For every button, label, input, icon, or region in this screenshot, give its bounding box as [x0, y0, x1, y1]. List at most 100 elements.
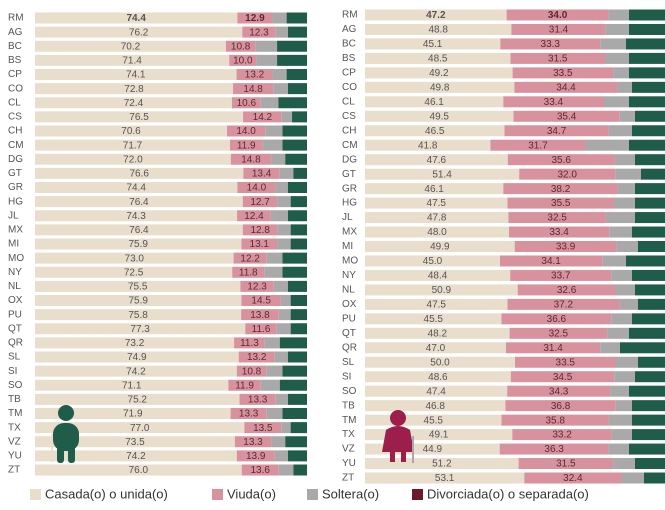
bar-segment	[619, 110, 635, 122]
bar-segment	[632, 414, 665, 426]
bar-segment	[614, 371, 635, 383]
category-label: YU	[342, 458, 356, 469]
bar-segment	[499, 443, 609, 455]
bar-segment	[514, 241, 617, 252]
category-label: SL	[8, 352, 21, 363]
bar-segment	[632, 313, 665, 325]
value-label: 73.5	[125, 437, 145, 448]
value-label: 35.8	[545, 415, 565, 426]
bar-segment	[35, 111, 244, 123]
value-label: 47.6	[427, 155, 447, 166]
category-label: MI	[342, 241, 353, 252]
bar-segment	[608, 125, 632, 137]
bar-segment	[507, 197, 614, 209]
bar-segment	[365, 429, 513, 441]
value-label: 11.8	[239, 267, 258, 278]
bar-segment	[285, 153, 307, 165]
bar-segment	[490, 139, 586, 151]
bar-segment	[365, 139, 491, 151]
bar-segment	[605, 52, 629, 64]
value-label: 13.4	[252, 169, 272, 180]
value-label: 76.4	[129, 197, 149, 208]
value-label: 53.1	[435, 473, 455, 484]
bar-segment	[365, 414, 502, 426]
value-label: 36.3	[544, 444, 564, 455]
bar-segment	[365, 269, 511, 281]
bar-segment	[506, 9, 609, 21]
bar-segment	[365, 255, 500, 267]
value-label: 74.9	[127, 352, 147, 363]
value-label: 13.3	[248, 395, 268, 406]
bar-segment	[278, 464, 294, 476]
value-label: 74.2	[126, 366, 146, 377]
value-label: 48.8	[428, 25, 448, 36]
bar-segment	[365, 298, 508, 310]
bar-segment	[644, 472, 665, 484]
value-label: 13.9	[246, 451, 266, 462]
value-label: 72.8	[124, 84, 144, 95]
value-label: 35.6	[551, 155, 571, 166]
category-label: BS	[8, 55, 22, 66]
value-label: 45.1	[423, 39, 443, 50]
category-label: AG	[342, 24, 357, 35]
value-label: 48.2	[428, 328, 448, 339]
bar-segment	[266, 365, 283, 377]
bar-segment	[275, 182, 288, 193]
value-label: 14.0	[236, 126, 256, 137]
bar-segment	[638, 298, 665, 310]
bar-segment	[629, 327, 665, 339]
bar-segment	[507, 385, 611, 397]
bar-segment	[274, 450, 288, 462]
category-label: MO	[8, 253, 24, 264]
value-label: 48.5	[428, 54, 448, 65]
bar-segment	[508, 212, 606, 224]
value-label: 33.2	[552, 430, 572, 441]
category-label: JL	[342, 212, 353, 223]
bar-segment	[500, 255, 603, 267]
bar-segment	[365, 197, 508, 209]
value-label: 31.5	[548, 54, 568, 65]
bar-segment	[365, 9, 507, 21]
bar-segment	[35, 408, 231, 419]
bar-segment	[615, 168, 641, 180]
value-label: 71.4	[122, 56, 142, 67]
category-label: QT	[8, 323, 22, 334]
bar-segment	[287, 210, 307, 222]
bar-segment	[227, 125, 266, 137]
value-label: 33.4	[549, 227, 569, 238]
bar-segment	[35, 266, 233, 278]
bar-segment	[286, 12, 307, 24]
bar-segment	[620, 342, 665, 354]
bar-segment	[35, 337, 235, 349]
bar-segment	[282, 365, 307, 377]
value-label: 49.5	[430, 111, 450, 122]
bar-segment	[613, 458, 635, 470]
value-label: 76.2	[129, 27, 149, 38]
legend-label: Soltera(o)	[322, 486, 379, 501]
bar-segment	[239, 393, 276, 405]
bar-segment	[277, 40, 307, 52]
value-label: 72.5	[124, 267, 144, 278]
bar-segment	[641, 168, 665, 180]
value-label: 49.1	[429, 430, 449, 441]
bar-segment	[365, 212, 509, 224]
value-label: 37.2	[554, 300, 574, 311]
bar-segment	[506, 342, 601, 354]
bar-segment	[365, 371, 511, 383]
bar-segment	[287, 83, 307, 95]
bar-segment	[626, 255, 665, 267]
bar-segment	[35, 393, 240, 405]
value-label: 49.2	[429, 68, 449, 79]
bar-segment	[242, 196, 278, 208]
category-label: CH	[342, 125, 356, 136]
bar-segment	[35, 436, 235, 448]
value-label: 32.5	[547, 213, 567, 224]
bar-segment	[632, 269, 665, 281]
bar-segment	[262, 139, 283, 151]
bar-segment	[615, 284, 635, 296]
category-label: OX	[342, 299, 357, 310]
legend-swatch	[307, 489, 318, 500]
bar-segment	[245, 323, 277, 335]
bar-segment	[603, 96, 629, 108]
bar-segment	[365, 154, 508, 166]
